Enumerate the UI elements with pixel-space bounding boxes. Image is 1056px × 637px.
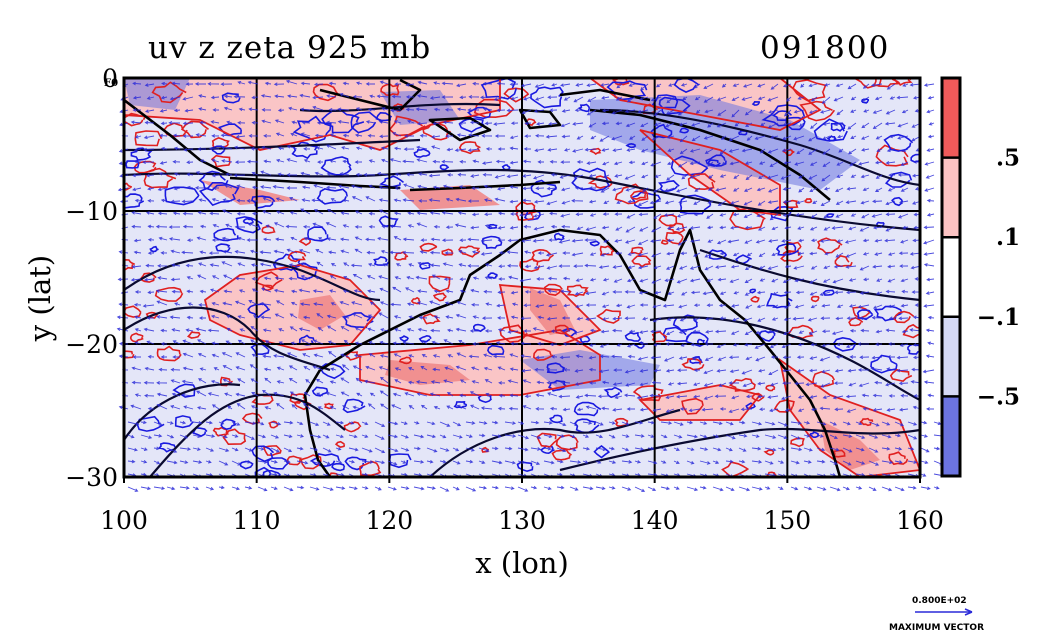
x-tick-label: 130 [498,506,546,535]
y-tick-label: 0 [102,64,118,93]
x-tick-label: 140 [631,506,679,535]
corner-tag: F0 [104,78,118,89]
x-tick-label: 100 [100,506,148,535]
x-tick-label: 160 [896,506,944,535]
colorbar-label: .1 [996,224,1020,251]
x-tick-label: 120 [365,506,413,535]
map-timestamp: 091800 [760,30,890,66]
colorbar: .5 .1 −.1 −.5 [940,76,1020,478]
x-tick-label: 110 [233,506,281,535]
colorbar-swatch [942,157,960,238]
x-tick-labels: 100 110 120 130 140 150 160 [100,477,944,535]
map-plot-area [116,76,946,493]
y-tick-label: −30 [65,463,118,492]
y-axis-label: y (lat) [23,255,57,342]
lat-lon-grid [124,78,920,477]
colorbar-swatch [942,78,960,158]
colorbar-label: −.5 [977,383,1020,410]
colorbar-label: −.1 [977,304,1020,331]
colorbar-label: .5 [996,145,1020,172]
colorbar-swatch [942,237,960,317]
reference-vector-legend: 0.800E+02 MAXIMUM VECTOR [889,596,984,633]
colorbar-swatch [942,316,960,397]
reference-vector-value: 0.800E+02 [912,596,967,606]
wind-vectors [116,79,946,493]
reference-vector-label: MAXIMUM VECTOR [889,623,984,633]
y-tick-labels: 0 −10 −20 −30 [65,64,118,492]
x-tick-label: 150 [763,506,811,535]
y-tick-label: −20 [65,330,118,359]
colorbar-swatch [942,396,960,476]
map-title: uv z zeta 925 mb [148,30,431,66]
x-axis-label: x (lon) [475,546,569,580]
y-tick-label: −10 [65,197,118,226]
